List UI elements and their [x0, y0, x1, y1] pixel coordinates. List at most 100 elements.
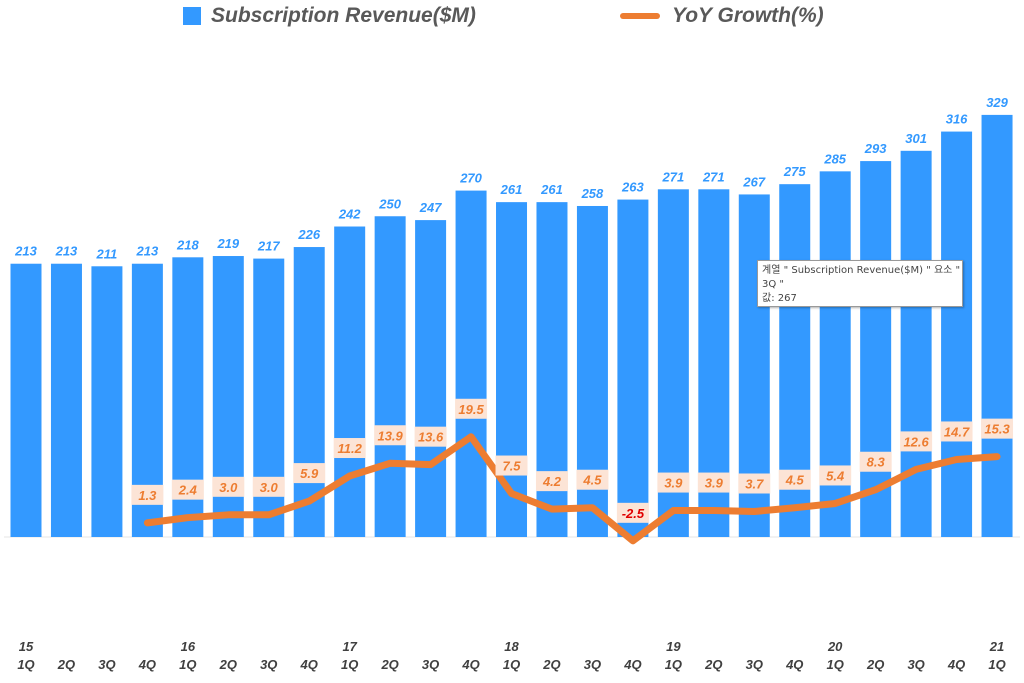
line-label-box — [131, 484, 164, 505]
bar — [334, 226, 366, 537]
line-label-box — [535, 471, 568, 492]
line-data-label: 2.4 — [178, 483, 198, 498]
line-label-box — [171, 479, 204, 500]
line-data-label: 15.3 — [984, 422, 1010, 437]
line-data-label: 5.9 — [300, 466, 319, 481]
bar-data-label: 329 — [986, 95, 1008, 110]
x-tick-label: 3Q — [98, 657, 115, 672]
line-label-box — [819, 465, 852, 486]
line-data-label: 12.6 — [903, 434, 929, 449]
x-tick-label: 3Q — [746, 657, 763, 672]
x-tick-label: 2Q — [57, 657, 75, 672]
line-data-label: -2.5 — [622, 506, 645, 521]
bar — [900, 150, 932, 537]
bar-data-label: 213 — [55, 244, 78, 259]
x-tick-label: 1Q — [503, 657, 520, 672]
line-data-label: 3.9 — [664, 476, 683, 491]
bar-data-label: 242 — [338, 207, 361, 222]
bar — [374, 216, 406, 537]
line-label-box — [940, 421, 973, 442]
x-tick-label: 3Q — [260, 657, 277, 672]
line-data-label: 3.7 — [745, 476, 764, 491]
line-data-label: 19.5 — [458, 402, 484, 417]
line-label-box — [414, 426, 447, 447]
x-tick-label: 4Q — [623, 657, 641, 672]
bar — [455, 190, 487, 537]
legend-bar: Subscription Revenue($M) — [183, 4, 476, 28]
x-tick-label: 4Q — [461, 657, 479, 672]
line-data-label: 4.5 — [785, 473, 805, 488]
line-label-box — [455, 398, 488, 419]
bar-data-label: 271 — [662, 169, 685, 184]
line-data-label: 5.4 — [826, 468, 845, 483]
bar — [860, 161, 892, 537]
x-tick-label: 3Q — [584, 657, 601, 672]
line-label-box — [212, 476, 245, 497]
x-tick-label: 1Q — [827, 657, 844, 672]
bar-data-label: 263 — [621, 180, 644, 195]
legend-bar-label: Subscription Revenue($M) — [211, 4, 476, 27]
line-label-box — [697, 472, 730, 493]
bar-data-label: 258 — [581, 186, 604, 201]
line-data-label: 4.5 — [582, 473, 602, 488]
x-tick-label: 2Q — [866, 657, 884, 672]
line-label-box — [576, 469, 609, 490]
line-label-box — [900, 431, 933, 452]
x-year-label: 16 — [181, 639, 196, 654]
line-data-label: 3.9 — [705, 476, 724, 491]
bar-data-label: 219 — [216, 236, 239, 251]
bar — [415, 220, 447, 537]
x-tick-label: 4Q — [138, 657, 156, 672]
x-year-label: 15 — [19, 639, 34, 654]
bar-data-label: 275 — [783, 164, 806, 179]
tooltip: 계열 " Subscription Revenue($M) " 요소 " 3Q … — [757, 260, 963, 307]
x-year-label: 17 — [342, 639, 357, 654]
line-label-box — [738, 473, 771, 494]
x-tick-label: 1Q — [341, 657, 358, 672]
legend-line-swatch — [620, 13, 660, 19]
bar-data-label: 211 — [96, 246, 118, 261]
line-label-box — [293, 463, 326, 484]
line-data-label: 3.0 — [219, 480, 238, 495]
x-year-label: 20 — [827, 639, 843, 654]
bar — [981, 114, 1013, 537]
bar-data-label: 301 — [905, 131, 927, 146]
bar-data-label: 213 — [14, 244, 37, 259]
bar-data-label: 261 — [500, 182, 523, 197]
line-label-box — [495, 455, 528, 476]
bar-data-label: 217 — [257, 239, 280, 254]
line-data-label: 7.5 — [502, 459, 521, 474]
x-year-label: 21 — [989, 639, 1004, 654]
bar-data-label: 271 — [702, 169, 725, 184]
x-tick-label: 2Q — [704, 657, 722, 672]
line-label-box — [859, 451, 892, 472]
bar — [293, 247, 325, 538]
x-tick-label: 1Q — [665, 657, 682, 672]
bar-data-label: 293 — [864, 141, 887, 156]
legend-bar-swatch — [183, 7, 201, 25]
line-label-box — [616, 502, 649, 523]
bar-data-label: 285 — [823, 151, 846, 166]
bar-data-label: 213 — [136, 244, 159, 259]
line-label-box — [374, 425, 407, 446]
bar-data-label: 226 — [297, 227, 320, 242]
x-tick-label: 4Q — [785, 657, 803, 672]
line-label-box — [778, 469, 811, 490]
bar-data-label: 250 — [378, 196, 401, 211]
x-tick-label: 4Q — [300, 657, 318, 672]
x-tick-label: 2Q — [219, 657, 237, 672]
bar-data-label: 218 — [176, 237, 199, 252]
bar — [91, 266, 123, 537]
bar — [941, 131, 973, 537]
x-tick-label: 2Q — [380, 657, 398, 672]
bar-data-label: 261 — [540, 182, 563, 197]
bar-data-label: 267 — [742, 174, 765, 189]
bar — [50, 263, 82, 537]
bar-data-label: 247 — [419, 200, 442, 215]
bar-data-label: 270 — [459, 171, 482, 186]
line-label-box — [252, 476, 285, 497]
line-label-box — [657, 472, 690, 493]
line-data-label: 1.3 — [138, 488, 157, 503]
x-tick-label: 1Q — [988, 657, 1005, 672]
